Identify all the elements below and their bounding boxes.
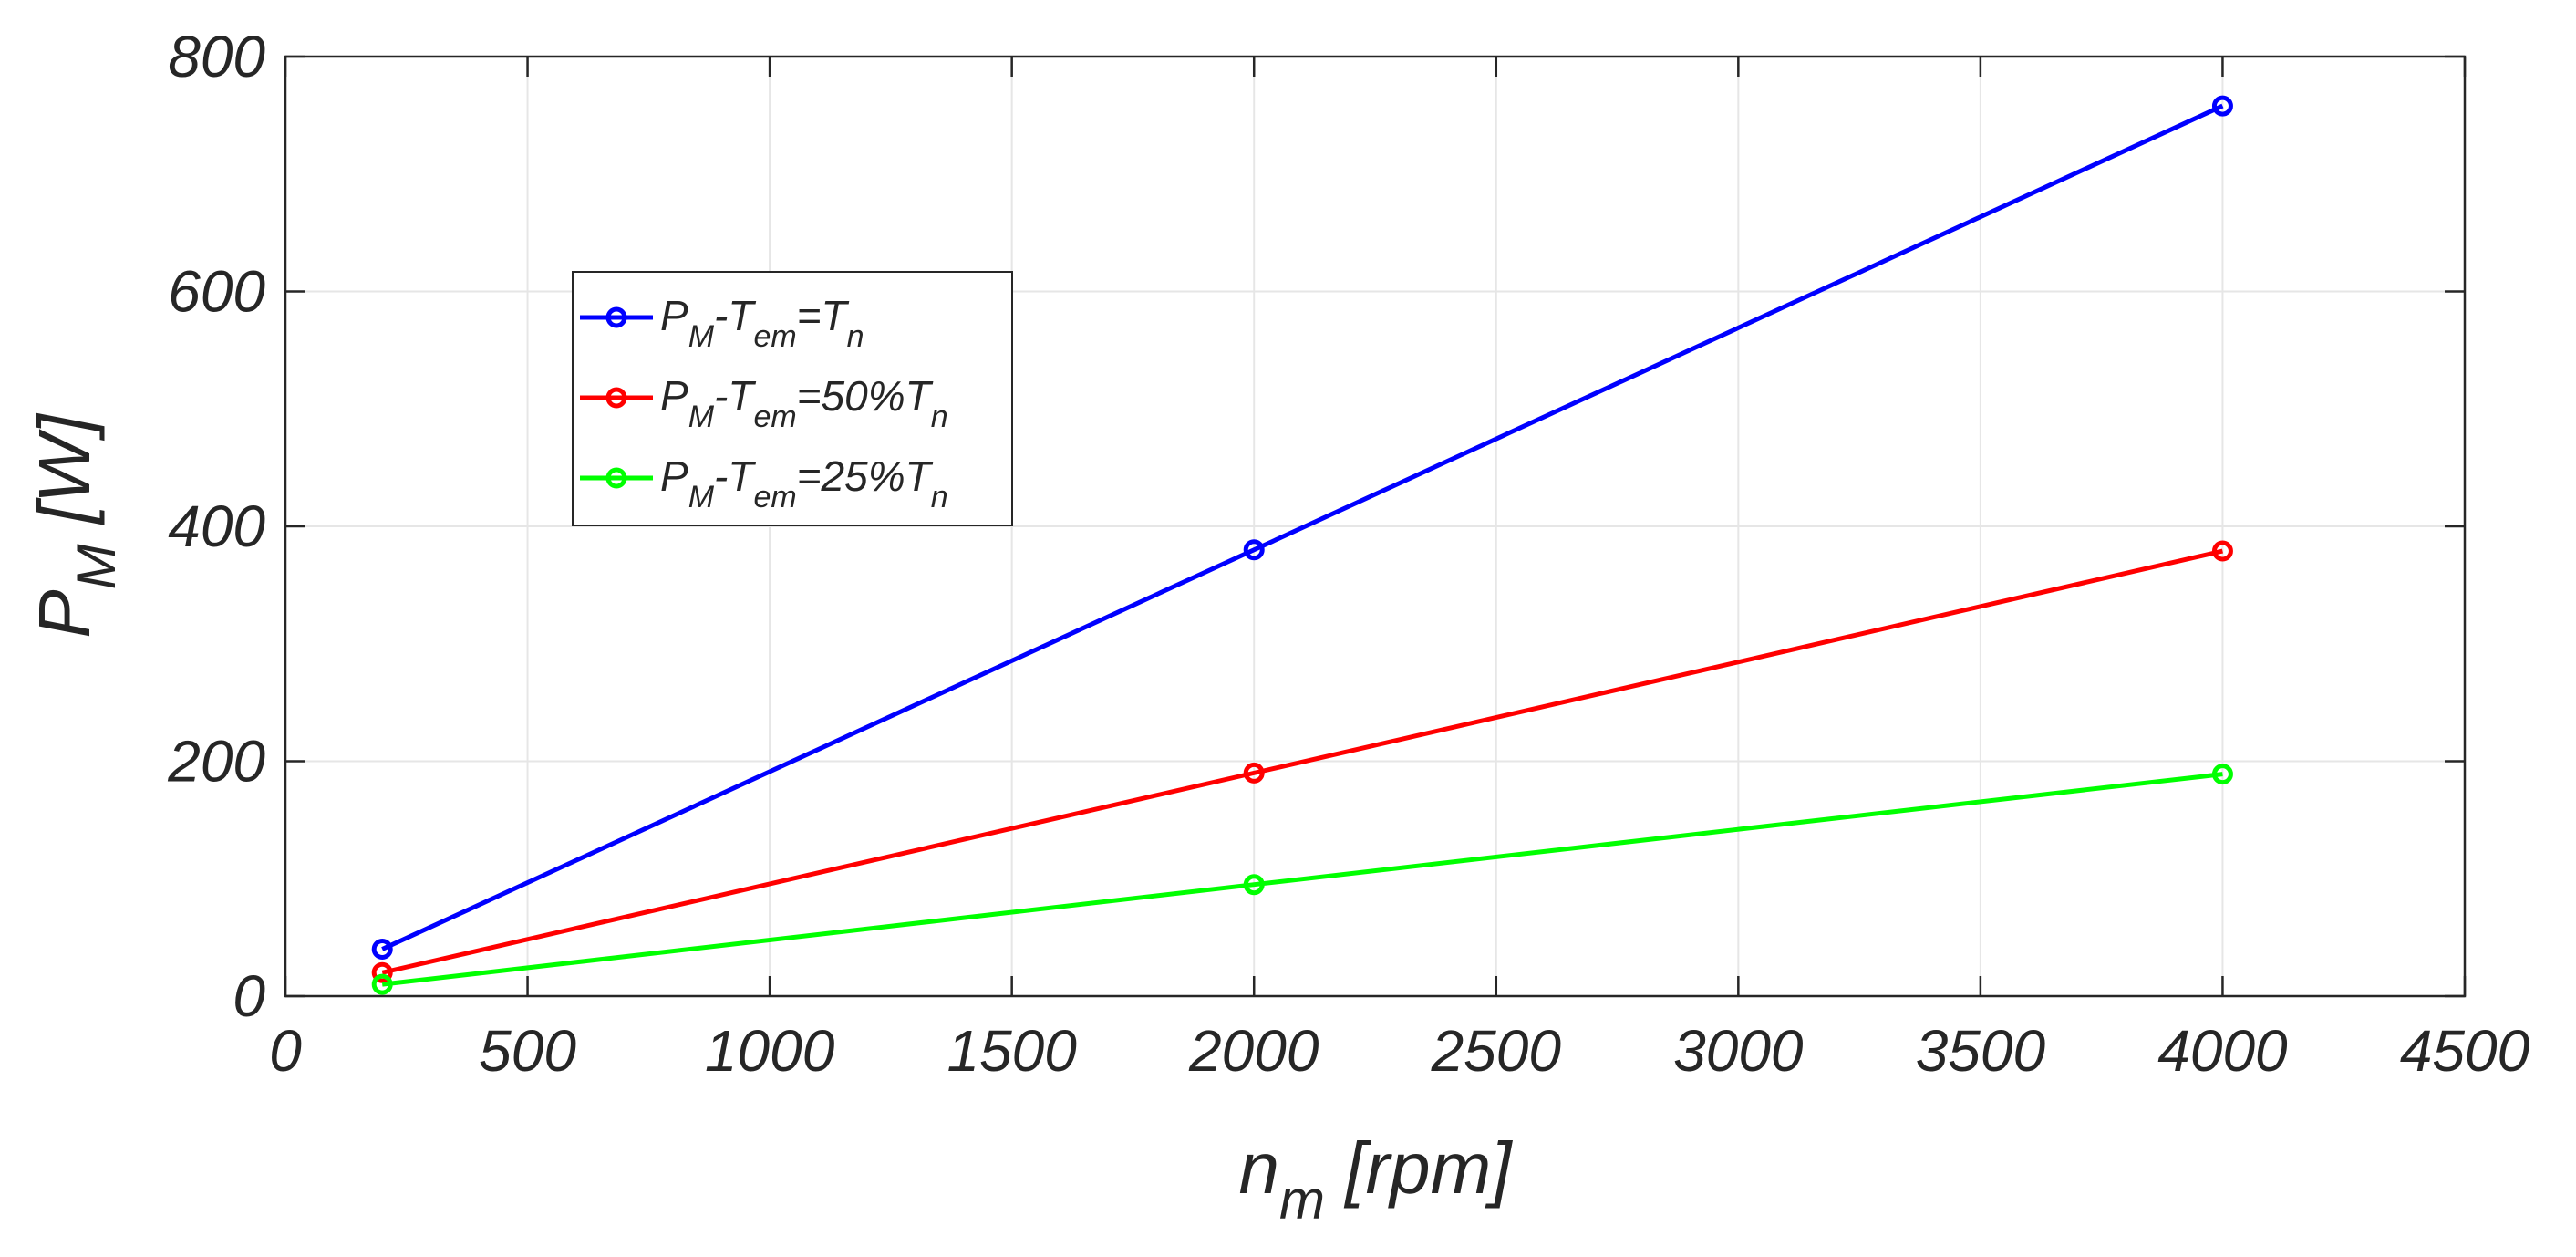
data-point: [2211, 764, 2233, 785]
x-tick-label: 0: [269, 1018, 302, 1084]
y-tick-label: 600: [168, 259, 265, 325]
legend-swatch-marker: [605, 467, 627, 489]
data-point: [1243, 539, 1265, 561]
y-tick-label: 0: [233, 963, 265, 1029]
x-tick-label: 4000: [2157, 1018, 2288, 1084]
series-line: [381, 548, 2224, 975]
legend-entry: PM-Tem=50%Tn: [660, 372, 948, 434]
series-line: [381, 772, 2223, 987]
y-tick-label: 200: [167, 729, 265, 795]
data-point: [1243, 874, 1265, 896]
data-point: [371, 973, 393, 995]
series: [371, 95, 2233, 995]
x-tick-label: 3500: [1916, 1018, 2046, 1084]
x-tick-label: 500: [479, 1018, 576, 1084]
legend-swatch-marker: [605, 387, 627, 409]
x-tick-label: 1500: [947, 1018, 1077, 1084]
x-tick-label: 4500: [2400, 1018, 2530, 1084]
series-line: [381, 103, 2224, 951]
x-tick-label: 3000: [1673, 1018, 1804, 1084]
data-point: [371, 939, 393, 960]
data-point: [2211, 95, 2233, 117]
y-tick-label: 400: [168, 493, 265, 559]
y-tick-label: 800: [168, 24, 265, 89]
legend: PM-Tem=Tn PM-Tem=50%Tn PM-Tem=25%Tn: [572, 271, 1013, 526]
legend-entry: PM-Tem=25%Tn: [660, 452, 948, 514]
x-tick-label: 2000: [1188, 1018, 1319, 1084]
data-point: [1243, 762, 1265, 784]
x-axis-title: nm [rpm]: [1239, 1127, 1514, 1231]
legend-entry: PM-Tem=Tn: [660, 292, 864, 354]
data-point: [2211, 540, 2233, 562]
data-point: [371, 961, 393, 983]
x-tick-label: 1000: [705, 1018, 835, 1084]
ticks: 0 500 1000 1500 2000 2500 3000 3500 4000 4500 0 200…: [167, 24, 2529, 1084]
y-axis-title: PM [W]: [24, 412, 127, 638]
axis-titles: nm [rpm] PM [W]: [24, 412, 1513, 1231]
x-tick-label: 2500: [1431, 1018, 1562, 1084]
legend-swatch-marker: [605, 306, 627, 328]
